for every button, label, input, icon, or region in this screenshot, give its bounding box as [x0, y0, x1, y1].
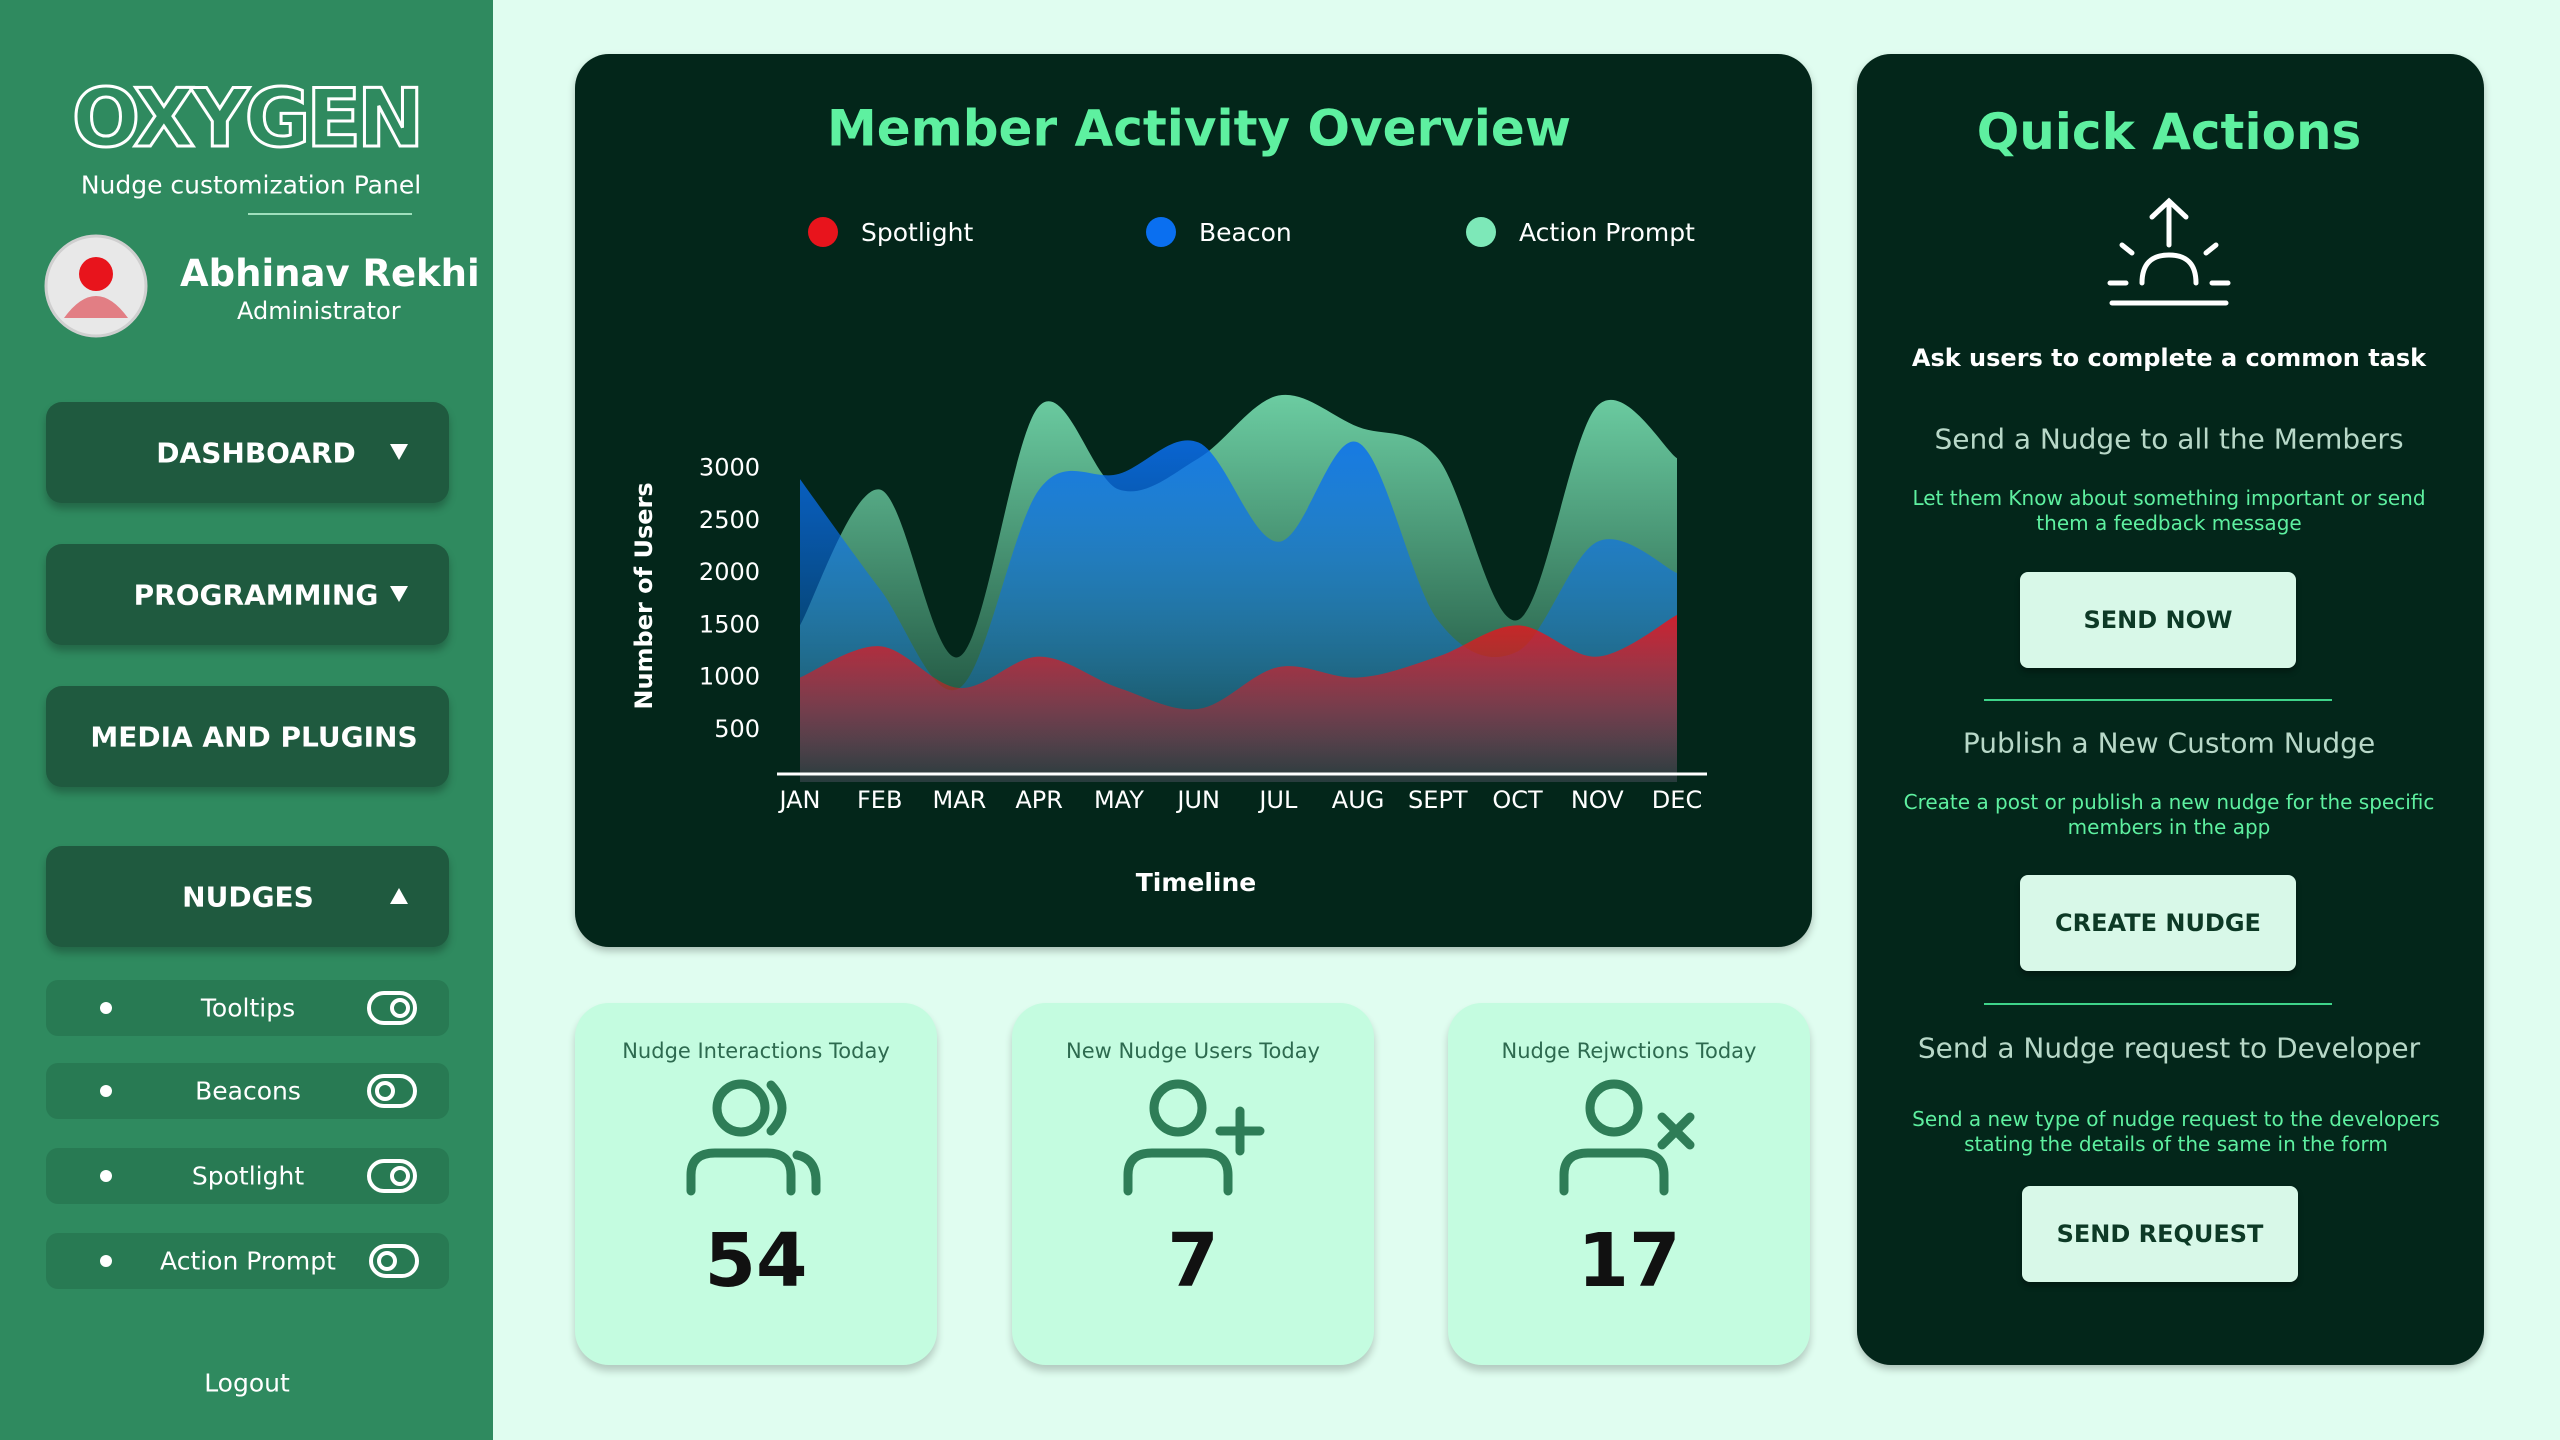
- menu-label: PROGRAMMING: [133, 578, 379, 611]
- chart-title: Member Activity Overview: [827, 100, 1571, 158]
- x-tick-label: DEC: [1652, 786, 1702, 814]
- action-button[interactable]: SEND REQUEST: [2022, 1186, 2298, 1282]
- x-tick-label: MAR: [933, 786, 987, 814]
- y-tick-label: 2500: [699, 506, 760, 534]
- y-tick-label: 1000: [699, 663, 760, 691]
- user-role: Administrator: [237, 297, 401, 325]
- action-heading: Publish a New Custom Nudge: [1962, 726, 2376, 760]
- submenu-item[interactable]: Beacons: [46, 1063, 449, 1119]
- quick-actions-subtitle: Ask users to complete a common task: [1911, 344, 2427, 372]
- y-tick-label: 2000: [699, 558, 760, 586]
- stat-value: 7: [1167, 1218, 1219, 1304]
- menu-label: DASHBOARD: [156, 436, 356, 469]
- x-tick-label: SEPT: [1408, 786, 1468, 814]
- stat-label: Nudge Interactions Today: [622, 1039, 890, 1063]
- x-tick-label: JUL: [1257, 786, 1298, 814]
- action-description: Let them Know about something important …: [1912, 486, 2426, 535]
- dropdown-arrow: [390, 444, 408, 460]
- x-tick-label: FEB: [857, 786, 902, 814]
- submenu-item[interactable]: Tooltips: [46, 980, 449, 1036]
- x-tick-label: NOV: [1571, 786, 1624, 814]
- area-series: [800, 614, 1677, 782]
- divider: [1984, 699, 2332, 701]
- users-icon: [686, 1079, 821, 1196]
- legend-marker: [1146, 217, 1176, 247]
- stat-value: 54: [704, 1218, 808, 1304]
- stat-label: New Nudge Users Today: [1066, 1039, 1320, 1063]
- menu-label: MEDIA AND PLUGINS: [90, 720, 418, 753]
- action-description: Create a post or publish a new nudge for…: [1903, 790, 2435, 839]
- x-axis-label: Timeline: [1136, 868, 1257, 897]
- panel-subtitle: Nudge customization Panel: [80, 170, 422, 200]
- action-heading: Send a Nudge to all the Members: [1934, 422, 2404, 456]
- divider: [248, 213, 412, 215]
- action-button[interactable]: SEND NOW: [2020, 572, 2296, 668]
- menu-button[interactable]: MEDIA AND PLUGINS: [46, 686, 449, 787]
- chart: Member Activity Overview Timeline Number…: [630, 100, 1707, 897]
- menu-label: NUDGES: [182, 880, 314, 913]
- x-tick-label: AUG: [1332, 786, 1385, 814]
- dropdown-arrow: [390, 586, 408, 602]
- legend-marker: [1466, 217, 1496, 247]
- action-description: Send a new type of nudge request to the …: [1912, 1107, 2440, 1156]
- menu-button[interactable]: PROGRAMMING: [46, 544, 449, 645]
- chart-card: Member Activity Overview Timeline Number…: [575, 54, 1812, 947]
- logo-text: OXYGEN: [72, 72, 420, 165]
- submenu-label: Beacons: [195, 1076, 301, 1106]
- stat-card: Nudge Interactions Today 54: [575, 1003, 937, 1365]
- user-name: Abhinav Rekhi: [180, 252, 480, 295]
- collapse-arrow: [390, 888, 408, 904]
- legend-marker: [808, 217, 838, 247]
- submenu-label: Action Prompt: [160, 1246, 336, 1276]
- submenu-item[interactable]: Spotlight: [46, 1148, 449, 1204]
- legend-label: Beacon: [1199, 218, 1292, 247]
- x-tick-label: APR: [1015, 786, 1063, 814]
- x-tick-label: JAN: [777, 786, 820, 814]
- x-tick-label: OCT: [1492, 786, 1543, 814]
- y-tick-label: 3000: [699, 454, 760, 482]
- stat-value: 17: [1577, 1218, 1681, 1304]
- user-add-icon: [1123, 1079, 1265, 1196]
- submenu-icons: [100, 991, 419, 1278]
- quick-actions-title: Quick Actions: [1976, 103, 2362, 161]
- menu-button[interactable]: DASHBOARD: [46, 402, 449, 503]
- x-tick-label: MAY: [1094, 786, 1144, 814]
- stat-card: New Nudge Users Today 7: [1012, 1003, 1374, 1365]
- quick-actions-panel: [1857, 54, 2484, 1365]
- legend-label: Action Prompt: [1519, 218, 1695, 247]
- y-tick-label: 1500: [699, 610, 760, 638]
- avatar: [44, 234, 148, 338]
- action-heading: Send a Nudge request to Developer: [1917, 1031, 2421, 1065]
- stat-label: Nudge Rejwctions Today: [1501, 1039, 1757, 1063]
- user-remove-icon: [1559, 1079, 1695, 1196]
- divider: [1984, 1003, 2332, 1005]
- x-tick-label: JUN: [1175, 786, 1220, 814]
- action-button[interactable]: CREATE NUDGE: [2020, 875, 2296, 971]
- legend-label: Spotlight: [861, 218, 973, 247]
- sunrise-icon: [2107, 197, 2231, 306]
- y-axis-label: Number of Users: [630, 482, 658, 709]
- submenu-label: Spotlight: [191, 1161, 305, 1191]
- submenu-label: Tooltips: [200, 993, 296, 1023]
- logout[interactable]: Logout: [204, 1368, 290, 1398]
- logo: OXYGEN: [70, 70, 425, 166]
- menu-button[interactable]: NUDGES: [46, 846, 449, 947]
- submenu-item[interactable]: Action Prompt: [46, 1233, 449, 1289]
- sidebar: OXYGEN Nudge customization Panel Abhinav…: [0, 0, 493, 1440]
- stat-card: Nudge Rejwctions Today 17: [1448, 1003, 1810, 1365]
- y-tick-label: 500: [714, 715, 760, 743]
